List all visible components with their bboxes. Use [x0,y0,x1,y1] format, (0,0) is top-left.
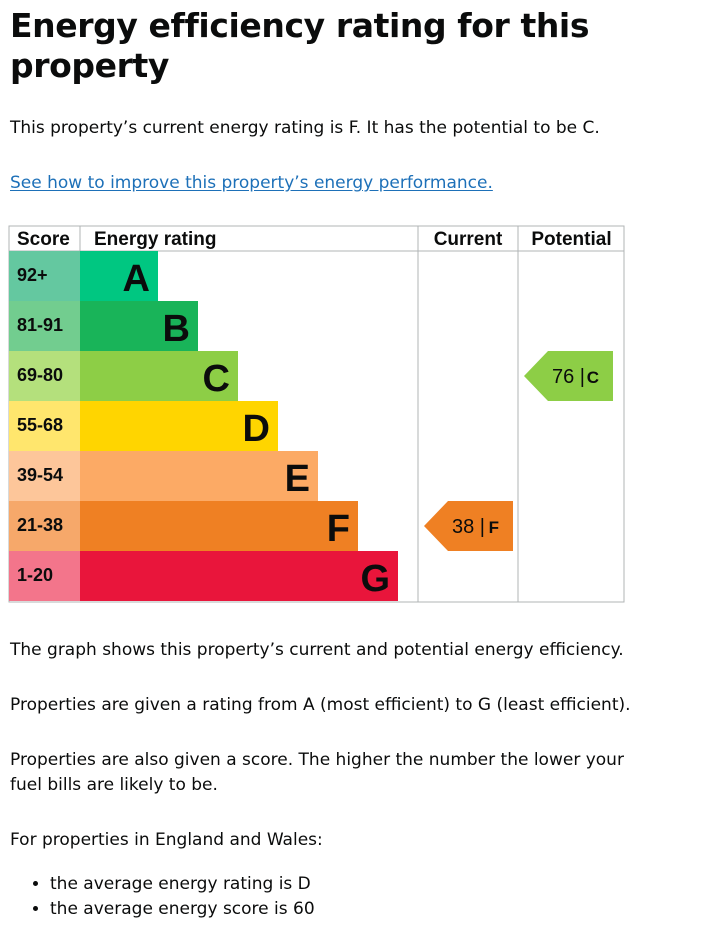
rating-summary: This property’s current energy rating is… [10,118,600,138]
score-cell-a [9,251,80,301]
current-rating-marker-arrow [424,501,513,551]
england-wales-heading: For properties in England and Wales: [10,830,323,850]
score-label-c: 69-80 [17,365,63,385]
improve-energy-link[interactable]: See how to improve this property’s energ… [10,173,493,193]
band-bar-c [80,351,238,401]
improve-link-paragraph: See how to improve this property’s energ… [10,171,650,196]
score-label-e: 39-54 [17,465,63,485]
band-letter-e: E [285,458,310,500]
score-cell-d [9,401,80,451]
potential-rating-marker: 76 | C [524,351,613,401]
chart-headers: Score Energy rating Current Potential [17,229,612,250]
energy-rating-header: Energy rating [94,229,216,250]
band-letter-a: A [123,258,150,300]
score-label-g: 1-20 [17,565,53,585]
chart-bands: 92+ A 81-91 B 69-80 C 55-68 D 39-54 E 21-38 F 1-20 G [9,251,398,601]
potential-header: Potential [531,229,611,250]
band-bar-a [80,251,158,301]
score-cell-e [9,451,80,501]
score-label-f: 21-38 [17,515,63,535]
average-rating-item: the average energy rating is D [50,872,315,897]
score-header: Score [17,229,70,250]
band-letter-c: C [203,358,230,400]
potential-rating-marker-letter: C [587,368,599,387]
band-letter-f: F [327,508,350,550]
band-letter-b: B [163,308,190,350]
current-header: Current [434,229,503,250]
epc-rating-chart: Score Energy rating Current Potential 92+ A 8… [8,225,625,603]
band-bar-g [80,551,398,601]
potential-rating-marker-arrow [524,351,613,401]
current-rating-marker-letter: F [489,518,499,537]
current-rating-marker: 38 | F [424,501,513,551]
current-rating-marker-score: 38 | [452,516,485,538]
score-label-b: 81-91 [17,315,63,335]
band-bar-d [80,401,278,451]
rating-note: Properties are given a rating from A (mo… [10,695,631,715]
band-letter-g: G [360,558,390,600]
score-cell-g [9,551,80,601]
page-title: Energy efficiency rating for this proper… [10,6,590,85]
average-score-item: the average energy score is 60 [50,897,315,922]
score-cell-b [9,301,80,351]
band-bar-e [80,451,318,501]
score-note: Properties are also given a score. The h… [10,750,624,795]
band-letter-d: D [243,408,270,450]
score-label-d: 55-68 [17,415,63,435]
chart-markers: 38 | F 76 | C [424,351,613,551]
graph-note: The graph shows this property’s current … [10,640,624,660]
potential-rating-marker-score: 76 | [552,366,585,388]
band-bar-b [80,301,198,351]
average-list: the average energy rating is D the avera… [10,872,315,922]
band-bar-f [80,501,358,551]
score-cell-f [9,501,80,551]
score-label-a: 92+ [17,265,48,285]
score-cell-c [9,351,80,401]
